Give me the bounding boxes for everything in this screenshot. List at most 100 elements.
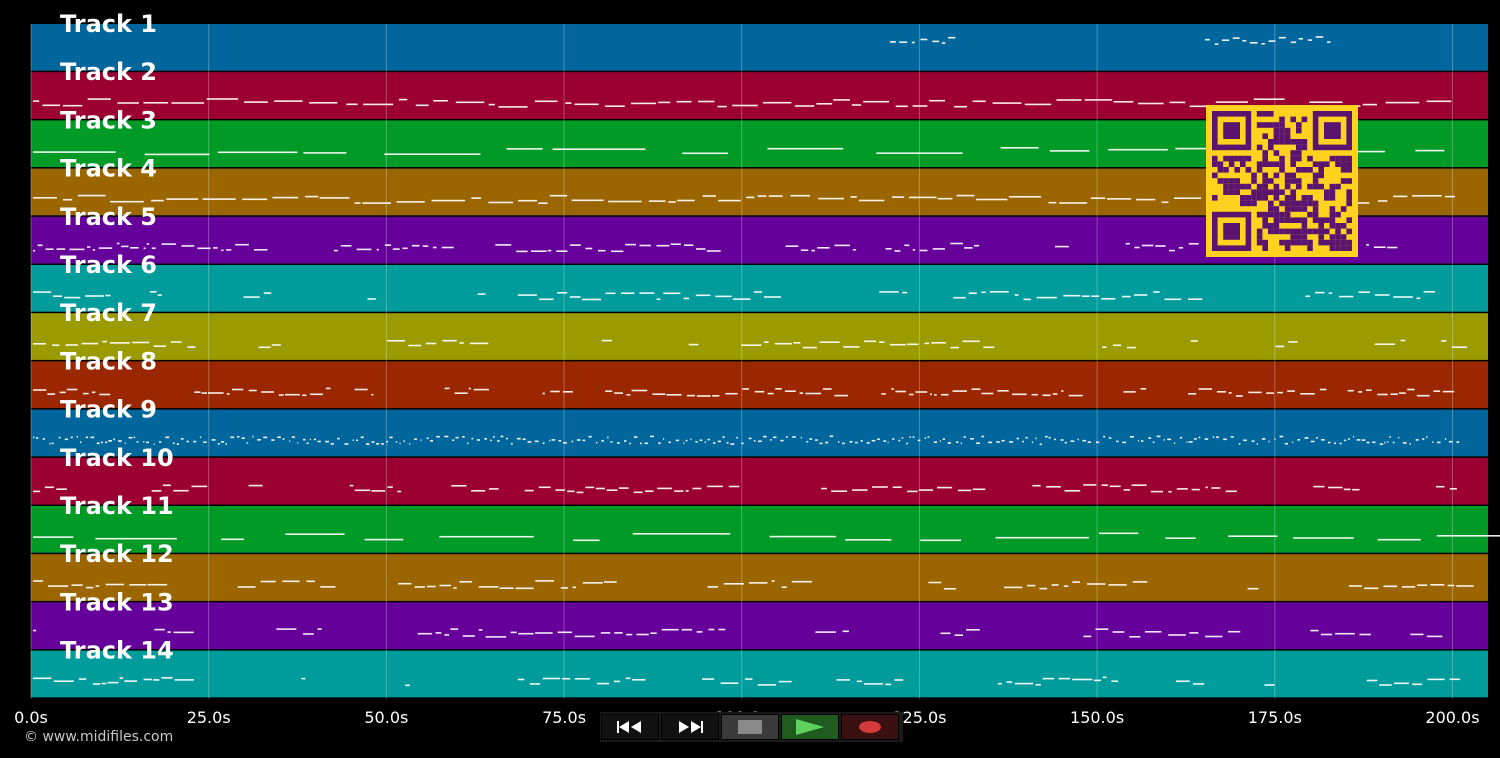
- note: [933, 441, 938, 443]
- note: [187, 346, 196, 348]
- note: [1297, 439, 1300, 441]
- note: [722, 436, 725, 438]
- note: [674, 490, 684, 492]
- note: [968, 292, 977, 294]
- time-tick-label: 150.0s: [1070, 708, 1124, 727]
- note: [618, 487, 629, 489]
- note: [1383, 585, 1398, 588]
- note: [924, 342, 930, 345]
- note: [932, 40, 940, 43]
- note: [962, 340, 980, 343]
- note: [879, 341, 885, 343]
- note: [371, 393, 374, 396]
- note: [1036, 296, 1057, 299]
- note: [1052, 393, 1058, 395]
- qr-code-icon: [1206, 105, 1358, 257]
- note: [973, 244, 980, 247]
- note: [384, 153, 481, 155]
- note: [547, 249, 552, 252]
- note: [666, 394, 682, 396]
- note: [684, 244, 694, 246]
- note: [764, 341, 769, 343]
- note: [1315, 36, 1324, 38]
- note: [435, 632, 442, 634]
- note: [632, 679, 646, 681]
- note: [1433, 390, 1441, 392]
- fast-forward-button[interactable]: [661, 714, 719, 740]
- note: [929, 99, 946, 102]
- note: [1339, 295, 1354, 298]
- time-tick-label: 125.0s: [892, 708, 946, 727]
- note: [1032, 484, 1041, 487]
- note: [821, 487, 827, 490]
- note: [291, 436, 295, 438]
- note: [1223, 438, 1227, 441]
- note: [244, 101, 268, 103]
- note: [1449, 488, 1457, 490]
- note: [165, 436, 170, 439]
- note: [33, 536, 74, 538]
- track-label: Track 9: [60, 396, 157, 424]
- note: [1410, 633, 1424, 636]
- note: [80, 441, 82, 444]
- note: [1099, 532, 1139, 535]
- note: [534, 100, 558, 103]
- rewind-button[interactable]: [601, 714, 659, 740]
- note: [1188, 393, 1197, 395]
- track-lane: [31, 602, 1488, 650]
- stop-button[interactable]: [721, 714, 779, 740]
- note: [1168, 490, 1172, 493]
- note: [1393, 296, 1413, 298]
- note: [381, 443, 384, 445]
- note: [1122, 441, 1127, 444]
- note: [931, 342, 946, 344]
- note: [1415, 439, 1419, 441]
- note: [365, 443, 370, 445]
- note: [571, 440, 574, 443]
- note: [213, 247, 218, 249]
- note: [1198, 436, 1201, 439]
- note: [181, 245, 195, 247]
- note: [767, 392, 774, 395]
- note: [396, 201, 425, 203]
- note: [354, 388, 368, 391]
- note: [263, 292, 272, 294]
- note: [976, 442, 980, 444]
- track-notes: [33, 147, 1445, 156]
- note: [774, 342, 792, 345]
- note: [1393, 195, 1408, 198]
- note: [1314, 291, 1325, 294]
- note: [725, 392, 738, 395]
- note: [49, 442, 51, 445]
- note: [819, 442, 823, 445]
- note: [644, 442, 649, 445]
- note: [154, 628, 165, 631]
- note: [1225, 490, 1237, 493]
- play-button[interactable]: [781, 714, 839, 740]
- note: [1310, 440, 1315, 443]
- note: [538, 202, 548, 204]
- note: [1035, 684, 1041, 686]
- note: [1081, 295, 1090, 297]
- note: [517, 678, 525, 681]
- note: [488, 103, 495, 106]
- note: [459, 581, 473, 583]
- note: [791, 580, 813, 583]
- note: [1277, 391, 1283, 394]
- note: [1045, 435, 1048, 438]
- note: [1148, 437, 1152, 439]
- note: [95, 585, 100, 587]
- record-button[interactable]: [841, 714, 899, 740]
- note: [362, 202, 391, 204]
- note: [1113, 101, 1134, 103]
- note: [1426, 635, 1443, 638]
- note: [1129, 436, 1134, 438]
- note: [912, 249, 916, 251]
- note: [825, 441, 829, 444]
- note: [1132, 581, 1148, 583]
- note: [101, 441, 103, 444]
- note: [1456, 585, 1474, 587]
- note: [52, 344, 60, 346]
- note: [1102, 346, 1107, 348]
- note: [1127, 346, 1136, 349]
